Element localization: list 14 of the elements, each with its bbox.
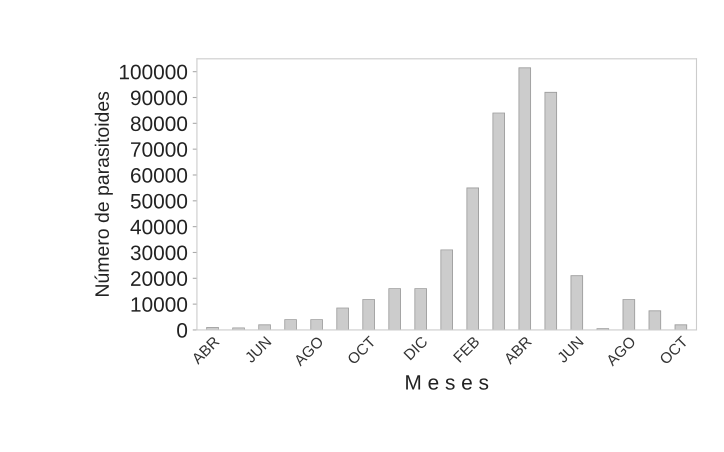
y-tick-label: 40000 (130, 220, 188, 234)
x-axis-title: M e s e s (406, 375, 488, 390)
y-tick-label: 20000 (131, 271, 188, 286)
y-tick-label: 80000 (130, 116, 188, 132)
y-tick-label: 90000 (130, 90, 188, 106)
x-tick-label: DIC (403, 336, 428, 360)
y-tick-label: 50000 (130, 194, 188, 209)
y-tick-label: 0 (177, 322, 188, 338)
y-tick-label: 70000 (131, 142, 188, 157)
y-axis-title: Número de parasitoides (94, 92, 113, 296)
y-tick-label: 10000 (132, 297, 188, 312)
y-tick-label: 100000 (120, 64, 188, 80)
y-tick-label: 60000 (131, 168, 188, 183)
y-tick-label: 30000 (130, 245, 188, 260)
